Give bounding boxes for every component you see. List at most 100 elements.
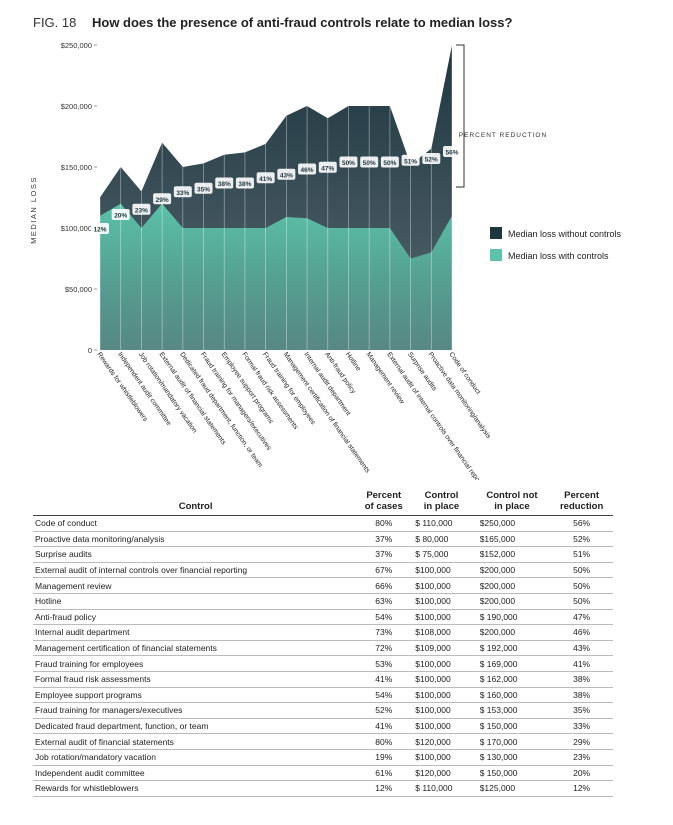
reduction-label: 35% (197, 186, 210, 193)
reduction-box (318, 161, 337, 173)
table-row: Formal fraud risk assessments 41% $100,000… (33, 671, 613, 688)
cell: $ 110,000 (409, 515, 474, 532)
cell: Formal fraud risk assessments (33, 671, 359, 688)
cell: External audit of financial statements (33, 733, 359, 750)
cell: 41% (358, 671, 410, 688)
legend-swatch (490, 249, 502, 261)
cell: 38% (550, 687, 613, 704)
legend-label: Median loss with controls (508, 251, 609, 261)
cell: 12% (550, 780, 613, 797)
reduction-label: 50% (363, 160, 376, 167)
reduction-box (360, 156, 379, 168)
cell: 37% (358, 546, 410, 563)
cell: 80% (358, 733, 410, 750)
cell: $108,000 (409, 624, 474, 641)
column-header: Control in place (409, 490, 474, 516)
reduction-box (277, 168, 296, 180)
reduction-label: 43% (280, 172, 293, 179)
reduction-box (91, 223, 109, 234)
table-row: Fraud training for employees 53% $100,000 $… (33, 655, 613, 672)
cell: 80% (358, 515, 410, 532)
reduction-box (443, 146, 461, 157)
cell: $ 130,000 (473, 749, 551, 766)
table-row: Dedicated fraud department, function, or… (33, 718, 613, 735)
reduction-label: 50% (383, 160, 396, 167)
cell: 20% (550, 765, 613, 782)
cell: Code of conduct (33, 515, 359, 532)
cell: $ 75,000 (409, 546, 474, 563)
cell: $ 190,000 (473, 609, 551, 626)
table: Control Percent of cases Control in place Con… (33, 490, 613, 797)
cell: 38% (550, 671, 613, 688)
cell: $152,000 (473, 546, 551, 563)
y-tick-label: $50,000 (65, 285, 92, 294)
table-row: Internal audit department 73% $108,000 $200… (33, 624, 613, 641)
cell: Hotline (33, 593, 359, 610)
table-row: Fraud training for managers/executives 52… (33, 702, 613, 719)
cell: $ 160,000 (473, 687, 551, 704)
column-header: Control not in place (473, 490, 551, 516)
column-header: Percent of cases (358, 490, 410, 516)
y-tick-label: $200,000 (61, 102, 92, 111)
chart-title: How does the presence of anti-fraud cont… (92, 15, 512, 30)
cell: 12% (358, 780, 410, 797)
cell: 23% (550, 749, 613, 766)
cell: 29% (550, 733, 613, 750)
header-text: Percent (564, 490, 600, 501)
cell: 19% (358, 749, 410, 766)
y-axis-label: MEDIAN LOSS (29, 176, 38, 244)
table-row: Employee support programs 54% $100,000 $ 16… (33, 687, 613, 704)
reduction-box (111, 209, 130, 220)
cell: Rewards for whistleblowers (33, 780, 359, 797)
column-header: Percent reduction (550, 490, 613, 516)
y-tick-label: $150,000 (61, 163, 92, 172)
cell: 37% (358, 531, 410, 548)
cell: $120,000 (409, 765, 474, 782)
reduction-label: 46% (301, 167, 314, 174)
cell: $100,000 (409, 749, 474, 766)
cell: $100,000 (409, 718, 474, 735)
header-text: in place (423, 501, 460, 512)
reduction-box (132, 203, 151, 215)
x-tick-label: Hotline (344, 351, 362, 373)
header-text: Percent (366, 490, 402, 501)
cell: 56% (550, 515, 613, 532)
cell: Fraud training for managers/executives (33, 702, 359, 719)
table-row: Code of conduct 80% $ 110,000 $250,000 56% (33, 515, 613, 532)
cell: $100,000 (409, 577, 474, 594)
reduction-label: 47% (321, 165, 334, 172)
reduction-box (401, 154, 420, 166)
reduction-box (298, 163, 317, 175)
reduction-label: 51% (404, 158, 417, 165)
cell: $ 162,000 (473, 671, 551, 688)
reduction-label: 38% (218, 181, 231, 188)
cell: $ 192,000 (473, 640, 551, 657)
cell: $200,000 (473, 593, 551, 610)
reduction-box (380, 156, 399, 168)
y-tick-label: $250,000 (61, 41, 92, 50)
reduction-box (173, 186, 192, 198)
cell: $ 169,000 (473, 655, 551, 672)
y-tick-label: 0 (88, 346, 92, 355)
cell: $ 110,000 (409, 780, 474, 797)
cell: 50% (550, 562, 613, 579)
table-row: Hotline 63% $100,000 $200,000 50% (33, 593, 613, 610)
table-row: Rewards for whistleblowers 12% $ 110,000 $1… (33, 780, 613, 797)
reduction-box (194, 182, 213, 194)
cell: 61% (358, 765, 410, 782)
table-row: Management certification of financial st… (33, 640, 613, 657)
cell: 73% (358, 624, 410, 641)
cell: $ 150,000 (473, 765, 551, 782)
cell: $ 153,000 (473, 702, 551, 719)
reduction-box (339, 156, 358, 168)
cell: 54% (358, 609, 410, 626)
fig-label: FIG. 18 (33, 15, 76, 30)
cell: 67% (358, 562, 410, 579)
header-text: Control not (486, 490, 538, 501)
cell: External audit of internal controls over… (33, 562, 359, 579)
cell: $ 80,000 (409, 531, 474, 548)
reduction-box (153, 193, 172, 205)
reduction-box (256, 172, 275, 184)
column-header: Control (33, 490, 359, 516)
